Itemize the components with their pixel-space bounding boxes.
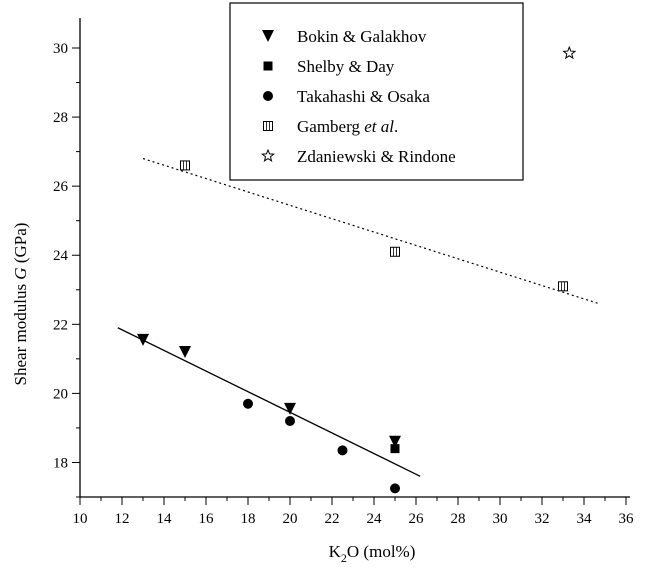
x-tick-label: 12 <box>115 511 130 527</box>
y-tick-label: 18 <box>53 455 68 471</box>
data-point-takahashi-osaka <box>390 483 400 494</box>
data-point-gamberg-et-al <box>558 281 568 292</box>
data-point-gamberg-et-al <box>390 246 400 257</box>
x-axis-ticks: 10 12 14 16 18 20 22 24 26 28 30 32 34 36 <box>73 497 635 527</box>
data-point-gamberg-et-al-box <box>180 160 190 171</box>
y-axis-ticks: 18 20 22 24 26 28 30 <box>53 41 80 498</box>
fit-lines <box>117 157 599 477</box>
x-tick-label: 26 <box>409 511 425 527</box>
legend-marker-bokin-galakhov <box>262 30 274 42</box>
x-tick-label: 16 <box>199 511 215 527</box>
x-tick-label: 32 <box>535 511 550 527</box>
legend-label-gamberg: Gamberg et al. <box>297 117 398 136</box>
plot-frame <box>79 18 630 498</box>
legend-marker-zdaniewski-rindone <box>260 148 276 162</box>
legend-label-shelby-day: Shelby & Day <box>297 57 395 76</box>
x-tick-label: 36 <box>619 511 635 527</box>
data-point-gamberg-et-al <box>180 160 190 171</box>
data-point-bokin-galakhov <box>179 345 191 358</box>
fit-line-solid <box>117 327 421 477</box>
y-axis-label: Shear modulus G (GPa) <box>11 223 30 386</box>
data-point-zdaniewski-rindone <box>562 45 577 60</box>
x-axis-label: K2O (mol%) <box>329 542 416 565</box>
data-point-shelby-day <box>390 444 400 454</box>
data-point-takahashi-osaka <box>285 416 295 427</box>
x-tick-label: 14 <box>157 511 173 527</box>
data-point-bokin-galakhov <box>284 402 296 415</box>
legend-marker-gamberg-et-al <box>263 121 273 131</box>
x-tick-label: 22 <box>325 511 340 527</box>
y-tick-label: 30 <box>53 41 68 57</box>
data-point-takahashi-osaka <box>337 445 348 456</box>
data-point-gamberg-et-al-box <box>558 281 568 292</box>
legend-marker-shelby-day <box>263 61 273 71</box>
y-tick-label: 28 <box>53 110 68 126</box>
legend-label-bokin-galakhov: Bokin & Galakhov <box>297 27 427 46</box>
x-tick-label: 20 <box>283 511 298 527</box>
data-point-takahashi-osaka <box>243 398 253 409</box>
legend-markers <box>260 30 276 162</box>
legend-marker-takahashi-osaka <box>263 91 273 101</box>
x-tick-label: 10 <box>73 511 88 527</box>
x-tick-label: 18 <box>241 511 256 527</box>
legend-marker-gamberg-et-al-box <box>263 121 273 131</box>
legend-box <box>229 2 524 181</box>
y-tick-label: 22 <box>53 317 68 333</box>
y-tick-label: 20 <box>53 386 68 402</box>
y-tick-label: 24 <box>53 248 69 264</box>
x-tick-label: 24 <box>367 511 383 527</box>
legend: Bokin & Galakhov Shelby & Day Takahashi … <box>229 2 524 181</box>
data-point-gamberg-et-al-box <box>390 246 400 257</box>
data-markers <box>137 45 577 494</box>
x-tick-label: 30 <box>493 511 508 527</box>
legend-label-zdaniewski-rindone: Zdaniewski & Rindone <box>297 147 456 166</box>
x-tick-label: 28 <box>451 511 466 527</box>
legend-label-takahashi-osaka: Takahashi & Osaka <box>297 87 430 106</box>
x-tick-label: 34 <box>577 511 593 527</box>
data-point-bokin-galakhov <box>389 435 401 448</box>
y-tick-label: 26 <box>53 179 69 195</box>
data-point-bokin-galakhov <box>137 333 149 346</box>
